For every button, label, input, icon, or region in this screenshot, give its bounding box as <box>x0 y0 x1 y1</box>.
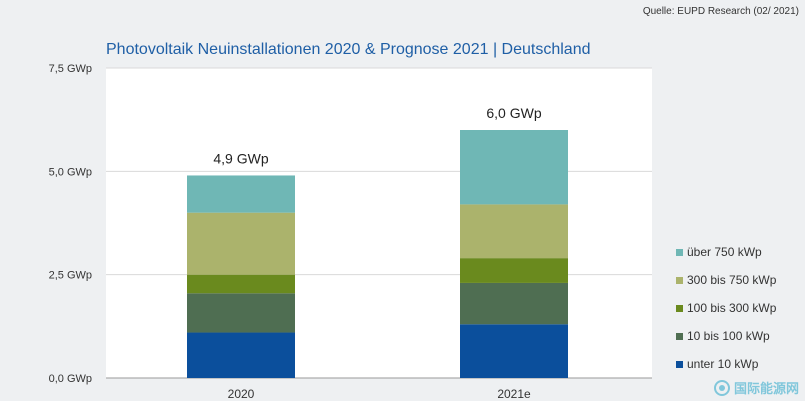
y-tick-label: 5,0 GWp <box>49 166 92 178</box>
total-label: 6,0 GWp <box>486 105 541 121</box>
bar-segment <box>460 324 568 378</box>
bar-segment <box>460 130 568 205</box>
bar-segment <box>187 293 295 333</box>
bar-segment <box>460 258 568 283</box>
legend-swatch <box>676 277 683 284</box>
y-axis: 0,0 GWp 2,5 GWp 5,0 GWp 7,5 GWp <box>49 63 92 385</box>
bar-segment <box>460 204 568 259</box>
legend-swatch <box>676 305 683 312</box>
watermark-logo-icon <box>713 379 730 396</box>
bar-segment <box>187 332 295 378</box>
watermark-text: 国际能源网 <box>733 381 799 396</box>
total-labels: 4,9 GWp 6,0 GWp <box>213 105 541 166</box>
x-tick-label: 2020 <box>228 387 255 401</box>
legend-label: über 750 kWp <box>687 245 762 259</box>
legend: über 750 kWp 300 bis 750 kWp 100 bis 300 k… <box>676 245 777 371</box>
y-tick-label: 7,5 GWp <box>49 63 92 75</box>
x-tick-label: 2021e <box>497 387 531 401</box>
bar-segment <box>187 175 295 213</box>
legend-label: 10 bis 100 kWp <box>687 329 770 343</box>
total-label: 4,9 GWp <box>213 150 268 166</box>
bar-segment <box>187 274 295 294</box>
legend-swatch <box>676 361 683 368</box>
watermark: 国际能源网 <box>713 378 799 397</box>
legend-label: 300 bis 750 kWp <box>687 273 777 287</box>
source-note: Quelle: EUPD Research (02/ 2021) <box>642 6 799 17</box>
legend-label: unter 10 kWp <box>687 357 759 371</box>
bar-segment <box>187 212 295 275</box>
legend-swatch <box>676 333 683 340</box>
chart-title: Photovoltaik Neuinstallationen 2020 & Pr… <box>106 41 590 58</box>
bar-segment <box>460 282 568 325</box>
y-tick-label: 0,0 GWp <box>49 373 92 385</box>
x-axis: 2020 2021e <box>228 387 531 401</box>
y-tick-label: 2,5 GWp <box>49 270 92 282</box>
bars <box>187 130 568 378</box>
legend-label: 100 bis 300 kWp <box>687 301 777 315</box>
legend-swatch <box>676 249 683 256</box>
